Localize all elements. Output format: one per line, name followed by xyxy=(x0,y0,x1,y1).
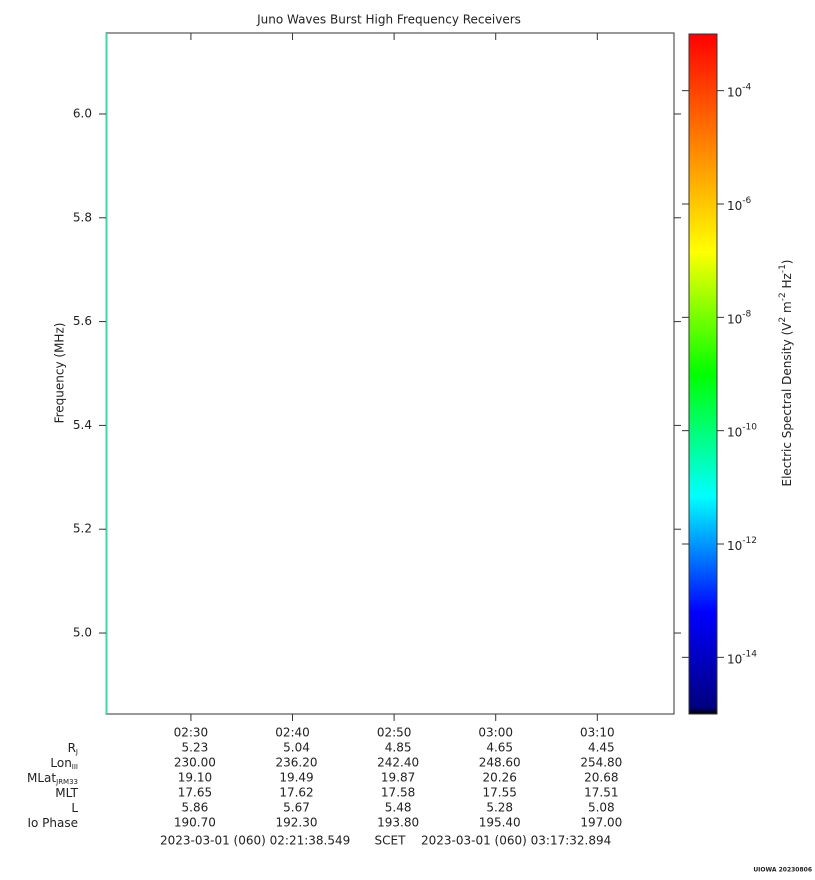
label-exponent: 2 xyxy=(778,317,788,323)
start-time: 2023-03-01 (060) 02:21:38.549 xyxy=(160,834,350,848)
ephemeris-name: MLat xyxy=(27,771,56,785)
ephemeris-value: 5.08 xyxy=(588,801,615,815)
ephemeris-value: 20.68 xyxy=(584,771,618,785)
x-tick-label: 02:50 xyxy=(377,726,412,740)
colorbar xyxy=(688,33,718,715)
ephemeris-value: 19.49 xyxy=(279,771,313,785)
ephemeris-value: 190.70 xyxy=(174,816,216,830)
label-part: Electric Spectral Density (V xyxy=(780,322,794,487)
ephemeris-name: L xyxy=(71,801,78,815)
ephemeris-value: 17.62 xyxy=(279,786,313,800)
ephemeris-value: 20.26 xyxy=(483,771,517,785)
ephemeris-name: MLT xyxy=(55,786,78,800)
tick-exponent: -8 xyxy=(742,309,751,319)
x-tick-label: 03:10 xyxy=(580,726,615,740)
ephemeris-value: 5.86 xyxy=(182,801,209,815)
ephemeris-sub: J xyxy=(75,748,78,756)
ephemeris-value: 5.23 xyxy=(182,741,209,755)
ephemeris-value: 5.48 xyxy=(385,801,412,815)
tick-exponent: -10 xyxy=(742,422,757,432)
end-time: 2023-03-01 (060) 03:17:32.894 xyxy=(421,834,611,848)
colorbar-label: Electric Spectral Density (V2 m-2 Hz-1) xyxy=(778,259,794,486)
footer: UIOWA 20230806 xyxy=(753,867,812,874)
ephemeris-value: 5.04 xyxy=(283,741,310,755)
ephemeris-value: 197.00 xyxy=(580,816,622,830)
tick-base: 10 xyxy=(727,652,742,666)
x-tick-label: 02:30 xyxy=(174,726,209,740)
tick-exponent: -12 xyxy=(742,536,757,546)
ephemeris-value: 17.65 xyxy=(178,786,212,800)
ephemeris-value: 195.40 xyxy=(479,816,521,830)
colorbar-tick-label: 10-12 xyxy=(727,536,757,553)
y-tick-label: 5.8 xyxy=(73,210,92,224)
ephemeris-name: Io Phase xyxy=(27,816,78,830)
y-tick-label: 5.6 xyxy=(73,314,92,328)
ephemeris-label: LonIII xyxy=(50,756,78,772)
label-part: ) xyxy=(780,259,794,264)
ephemeris-value: 4.45 xyxy=(588,741,615,755)
ephemeris-label: L xyxy=(71,801,78,815)
tick-base: 10 xyxy=(727,199,742,213)
ephemeris-label: RJ xyxy=(68,741,78,757)
y-tick-label: 5.0 xyxy=(73,626,92,640)
ephemeris-label: MLT xyxy=(55,786,78,800)
colorbar-tick-label: 10-6 xyxy=(727,196,752,213)
label-exponent: -2 xyxy=(778,292,788,301)
colorbar-tick-label: 10-8 xyxy=(727,309,752,326)
ephemeris-label: Io Phase xyxy=(27,816,78,830)
ephemeris-value: 17.55 xyxy=(483,786,517,800)
ephemeris-value: 248.60 xyxy=(479,756,521,770)
tick-exponent: -6 xyxy=(742,196,751,206)
ephemeris-sub: III xyxy=(72,763,78,771)
y-axis-label: Frequency (MHz) xyxy=(53,323,67,424)
ephemeris-value: 254.80 xyxy=(580,756,622,770)
ephemeris-value: 193.80 xyxy=(377,816,419,830)
ephemeris-value: 236.20 xyxy=(276,756,318,770)
label-part: Hz xyxy=(780,273,794,292)
ephemeris-value: 19.10 xyxy=(178,771,212,785)
ephemeris-value: 4.65 xyxy=(486,741,513,755)
ephemeris-value: 4.85 xyxy=(385,741,412,755)
ephemeris-value: 17.58 xyxy=(381,786,415,800)
ephemeris-value: 5.67 xyxy=(283,801,310,815)
ephemeris-value: 242.40 xyxy=(377,756,419,770)
chart-title: Juno Waves Burst High Frequency Receiver… xyxy=(256,13,521,27)
tick-exponent: -14 xyxy=(742,649,757,659)
x-tick-label: 02:40 xyxy=(275,726,310,740)
x-tick-label: 03:00 xyxy=(478,726,513,740)
colorbar-tick-label: 10-4 xyxy=(727,82,752,99)
tick-base: 10 xyxy=(727,85,742,99)
tick-base: 10 xyxy=(727,425,742,439)
ephemeris-value: 230.00 xyxy=(174,756,216,770)
ephemeris-name: Lon xyxy=(50,756,71,770)
colorbar-tick-label: 10-10 xyxy=(727,422,757,439)
y-tick-label: 6.0 xyxy=(73,106,92,120)
label-exponent: -1 xyxy=(778,264,788,273)
ephemeris-sub: JRM33 xyxy=(55,778,78,786)
plot-frame xyxy=(105,32,675,715)
ephemeris-value: 192.30 xyxy=(276,816,318,830)
ephemeris-value: 17.51 xyxy=(584,786,618,800)
colorbar-tick-label: 10-14 xyxy=(727,649,757,666)
y-tick-label: 5.2 xyxy=(73,522,92,536)
label-part: m xyxy=(780,301,794,317)
ephemeris-label: MLatJRM33 xyxy=(27,771,78,787)
y-tick-label: 5.4 xyxy=(73,418,92,432)
ephemeris-value: 19.87 xyxy=(381,771,415,785)
tick-base: 10 xyxy=(727,539,742,553)
ephemeris-name: R xyxy=(68,741,76,755)
tick-base: 10 xyxy=(727,312,742,326)
tick-exponent: -4 xyxy=(742,82,751,92)
timebase: SCET xyxy=(375,834,407,848)
ephemeris-value: 5.28 xyxy=(486,801,513,815)
